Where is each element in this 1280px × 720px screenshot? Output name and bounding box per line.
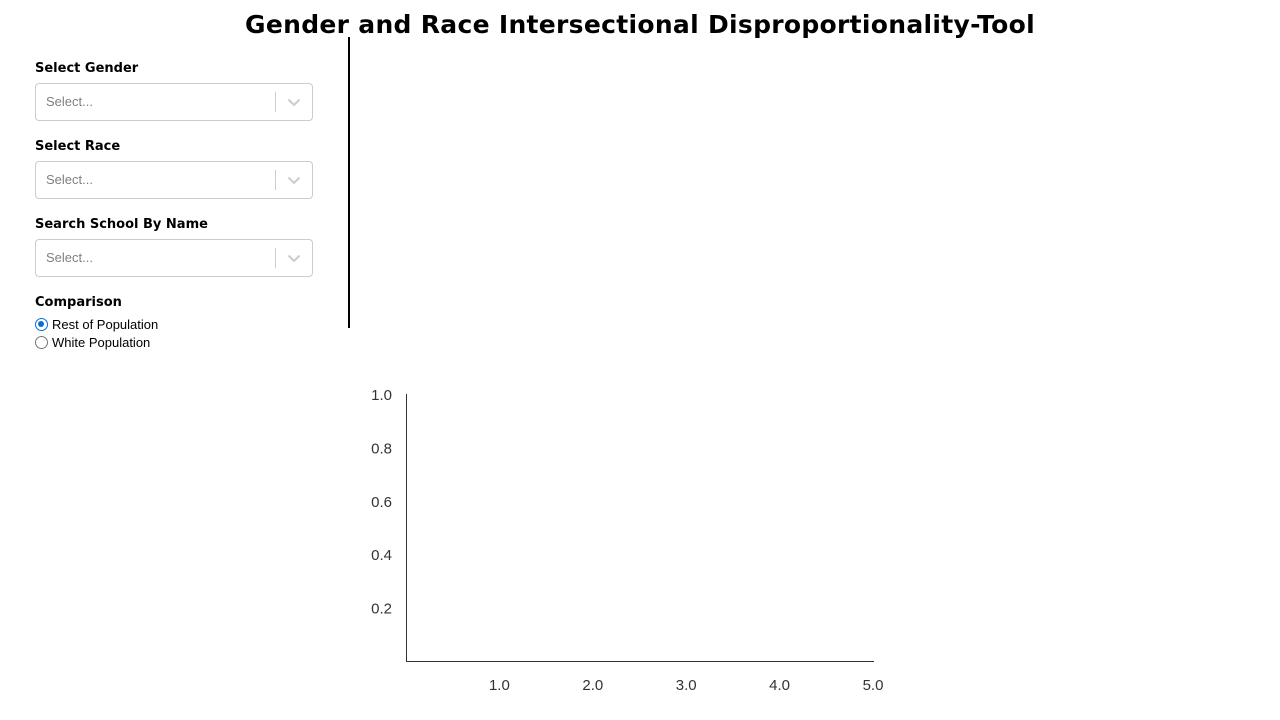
gender-select-placeholder: Select... (46, 94, 93, 109)
radio-white-label: White Population (52, 334, 151, 350)
school-search-select[interactable]: Select... (35, 239, 313, 277)
x-tick-label: 5.0 (863, 677, 884, 694)
radio-white-population[interactable] (35, 335, 48, 349)
school-select-placeholder: Select... (46, 250, 93, 265)
race-select-separator (275, 170, 276, 190)
gender-label: Select Gender (35, 61, 139, 76)
x-tick-label: 4.0 (769, 677, 790, 694)
page-title: Gender and Race Intersectional Dispropor… (245, 10, 1035, 39)
radio-rest-of-population[interactable] (35, 317, 48, 331)
y-tick-labels: 0.2 0.4 0.6 0.8 1.0 (371, 387, 392, 618)
radio-rest-label: Rest of Population (52, 316, 159, 332)
y-tick-label: 0.6 (371, 494, 392, 511)
y-tick-label: 0.4 (371, 547, 392, 564)
comparison-option-white[interactable]: White Population (35, 333, 313, 351)
y-tick-label: 0.2 (371, 601, 392, 618)
school-select-separator (275, 248, 276, 268)
filter-sidebar: Select Gender Select... Select Race Sele… (35, 60, 313, 351)
vertical-divider (348, 37, 350, 328)
race-label: Select Race (35, 139, 121, 154)
x-tick-label: 2.0 (582, 677, 603, 694)
race-select[interactable]: Select... (35, 161, 313, 199)
chevron-down-icon[interactable] (284, 248, 304, 268)
gender-select-separator (275, 92, 276, 112)
chevron-down-icon[interactable] (284, 170, 304, 190)
chevron-down-icon[interactable] (284, 92, 304, 112)
comparison-label: Comparison (35, 295, 122, 310)
x-tick-labels: 1.0 2.0 3.0 4.0 5.0 (489, 677, 883, 694)
y-tick-label: 0.8 (371, 440, 392, 457)
x-tick-label: 3.0 (676, 677, 697, 694)
school-search-label: Search School By Name (35, 217, 208, 232)
gender-select[interactable]: Select... (35, 83, 313, 121)
comparison-option-rest[interactable]: Rest of Population (35, 315, 313, 333)
race-select-placeholder: Select... (46, 172, 93, 187)
y-tick-label: 1.0 (371, 387, 392, 404)
comparison-radio-group: Rest of Population White Population (35, 315, 313, 351)
x-tick-label: 1.0 (489, 677, 510, 694)
